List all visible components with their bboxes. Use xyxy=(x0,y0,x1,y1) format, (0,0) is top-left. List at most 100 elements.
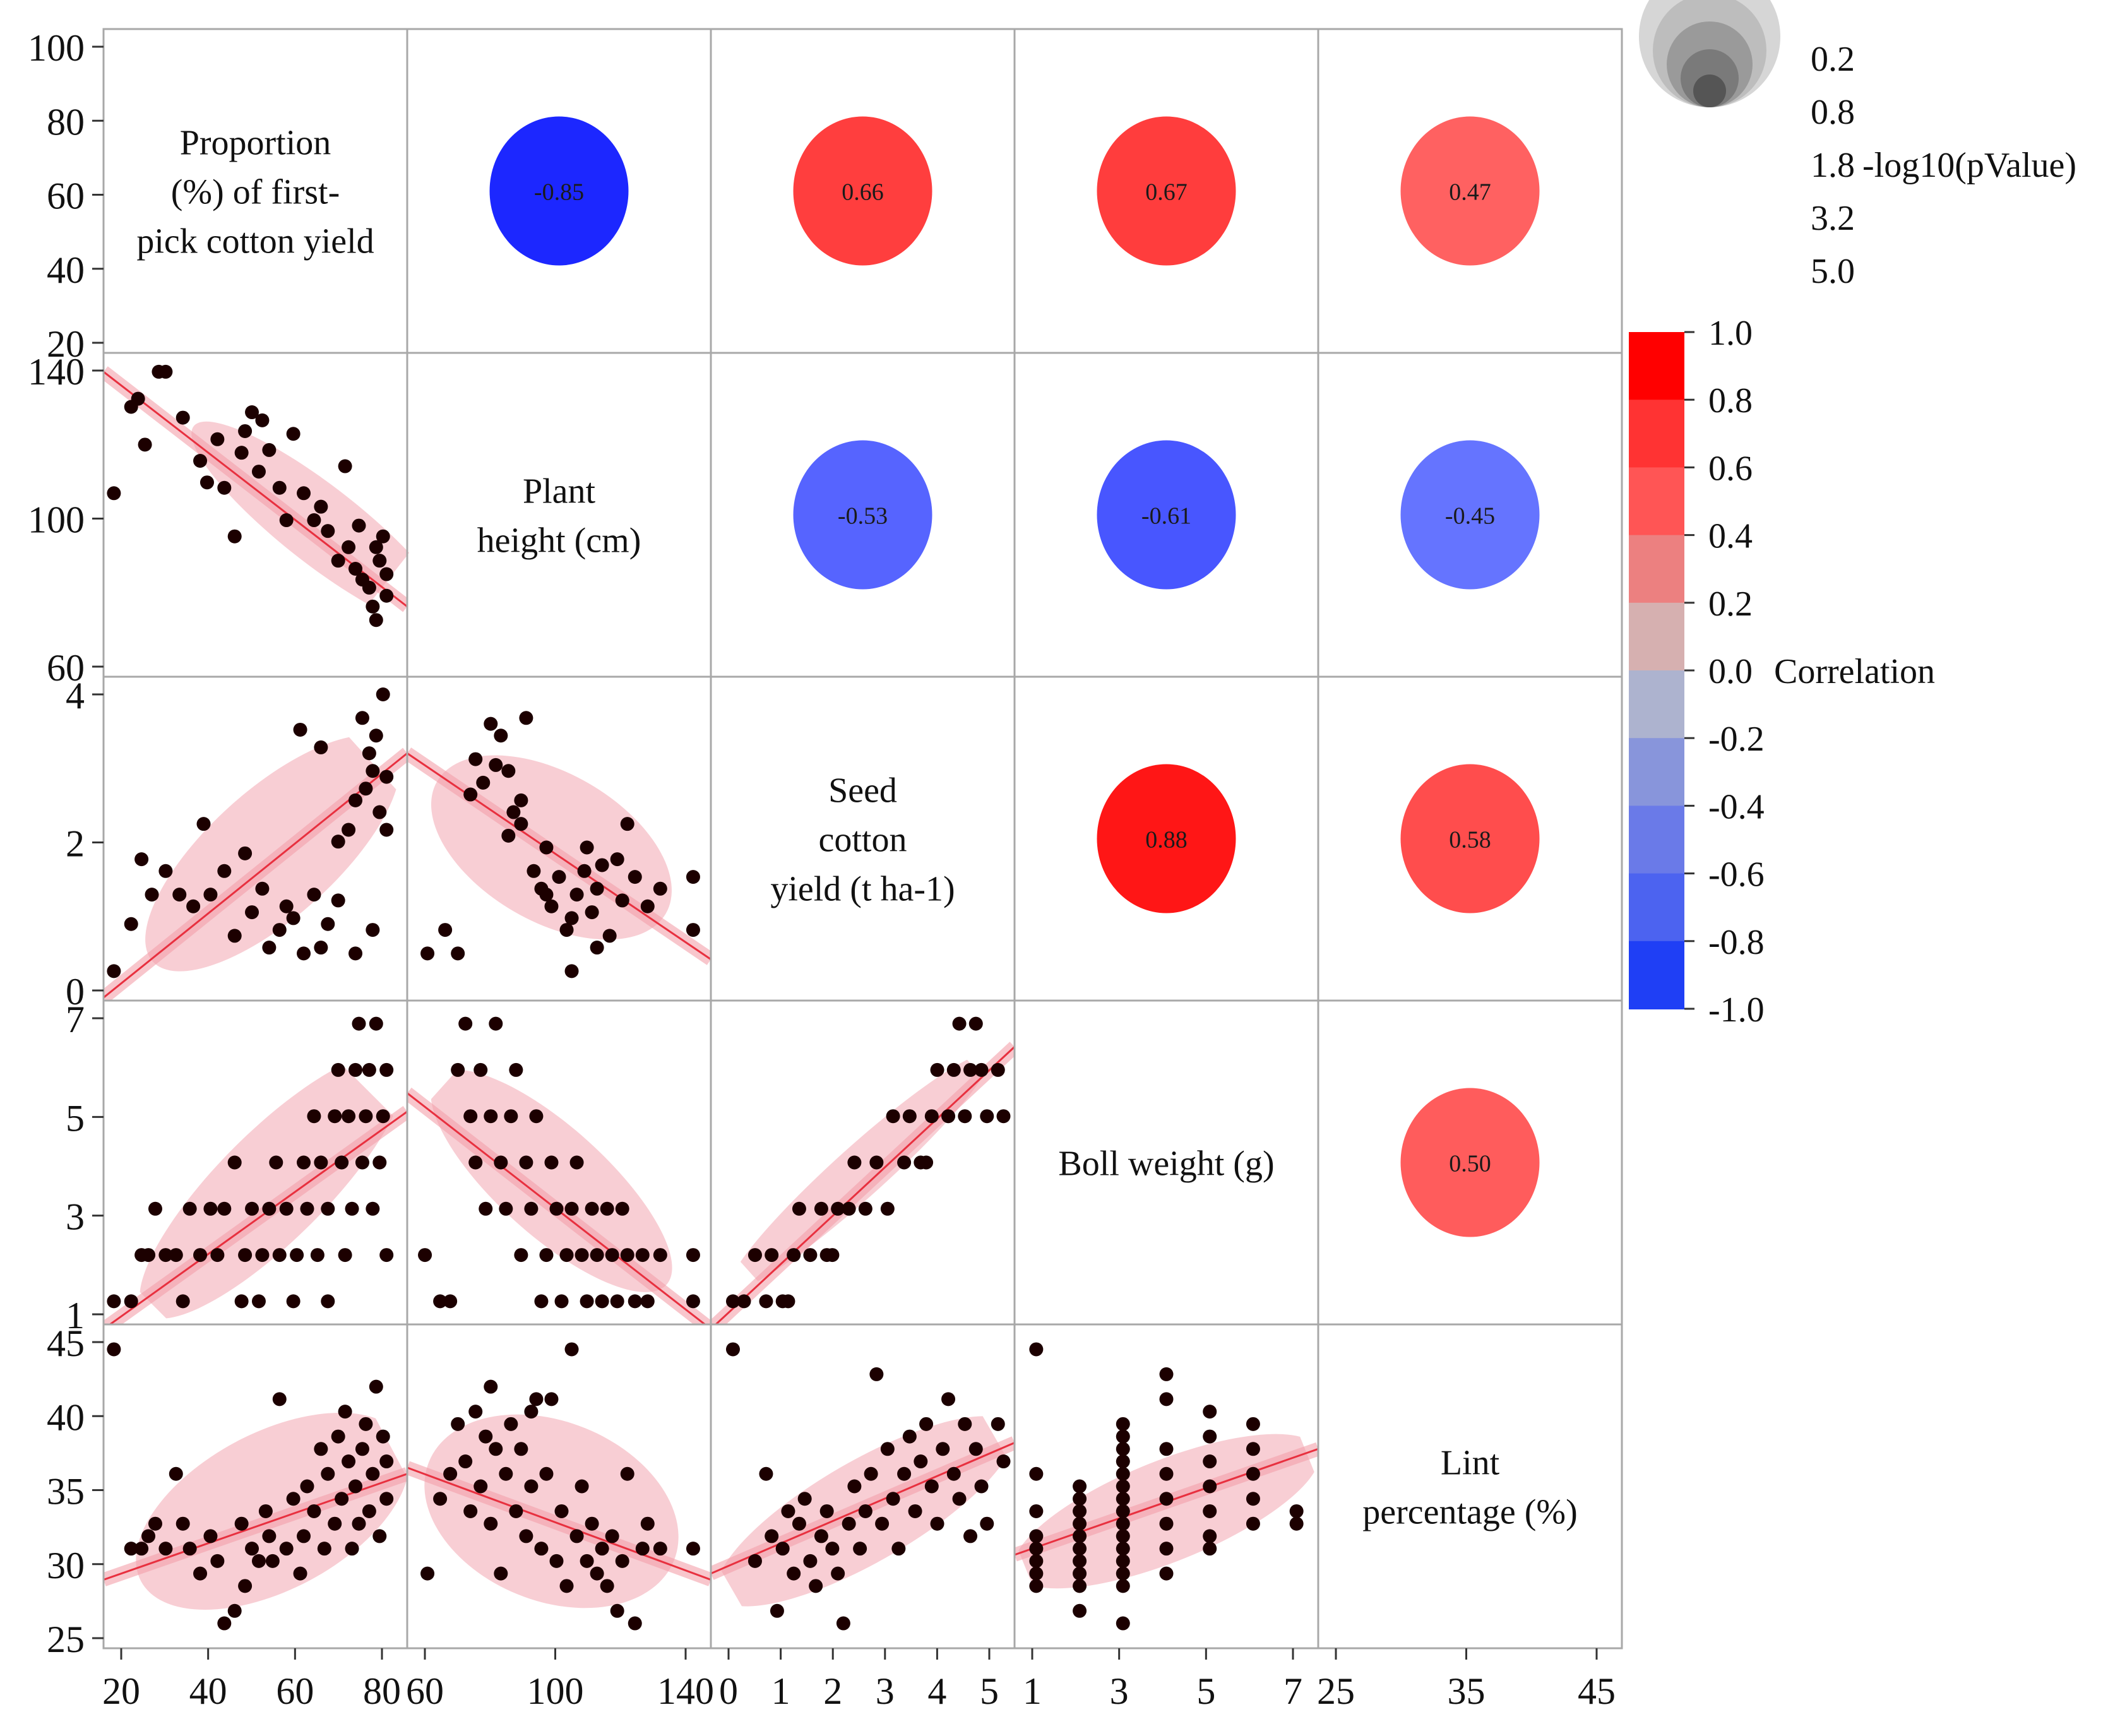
data-point xyxy=(352,1516,366,1531)
data-point xyxy=(559,1579,574,1593)
correlation-value: -0.53 xyxy=(838,503,888,530)
data-point xyxy=(1029,1529,1044,1543)
data-point xyxy=(369,540,383,554)
data-point xyxy=(234,1294,249,1309)
data-point xyxy=(1073,1579,1087,1593)
data-point xyxy=(640,1516,655,1531)
data-point xyxy=(1116,1429,1130,1444)
correlation-circle xyxy=(1400,764,1540,913)
data-point xyxy=(451,1062,465,1077)
data-point xyxy=(980,1516,994,1531)
data-point xyxy=(331,1062,345,1077)
data-point xyxy=(362,1062,376,1077)
confidence-ellipse xyxy=(424,1414,679,1608)
data-point xyxy=(831,1566,845,1581)
data-point xyxy=(338,459,352,473)
data-point xyxy=(342,540,356,554)
data-point xyxy=(886,1109,900,1124)
data-point xyxy=(930,1516,944,1531)
data-point xyxy=(1116,1554,1130,1568)
data-point xyxy=(348,946,363,961)
data-point xyxy=(369,1379,383,1394)
data-point xyxy=(610,1603,624,1618)
data-point xyxy=(362,746,376,761)
correlation-value: 0.58 xyxy=(1449,827,1491,853)
data-point xyxy=(196,817,211,831)
data-point xyxy=(321,1466,335,1481)
data-point xyxy=(297,486,311,501)
y-axis-tick-label: 100 xyxy=(28,27,85,69)
data-point xyxy=(1116,1579,1130,1593)
data-point xyxy=(369,1016,383,1031)
data-point xyxy=(952,1016,967,1031)
data-point xyxy=(348,793,363,807)
data-point xyxy=(379,770,394,784)
data-point xyxy=(653,1248,667,1263)
data-point xyxy=(1116,1442,1130,1456)
data-point xyxy=(569,1529,584,1543)
data-point xyxy=(238,1579,253,1593)
regression-line xyxy=(714,1046,1015,1324)
data-point xyxy=(539,888,554,902)
data-point xyxy=(1029,1504,1044,1518)
data-point xyxy=(272,1392,287,1406)
data-point xyxy=(372,805,387,819)
data-point xyxy=(539,1248,554,1263)
x-axis-tick-label: 20 xyxy=(102,1670,140,1712)
correlation-circle xyxy=(1400,440,1540,590)
data-point xyxy=(217,480,232,495)
data-point xyxy=(468,752,483,766)
data-point xyxy=(494,728,508,743)
data-point xyxy=(379,1492,394,1506)
correlation-legend-label: -1.0 xyxy=(1708,990,1765,1030)
data-point xyxy=(1116,1616,1130,1631)
data-point xyxy=(255,1248,270,1263)
data-point xyxy=(640,1294,655,1309)
data-point xyxy=(476,775,491,790)
correlation-legend-label: -0.6 xyxy=(1708,855,1765,895)
correlation-legend-title: Correlation xyxy=(1774,652,1935,691)
data-point xyxy=(290,1248,304,1263)
data-point xyxy=(803,1554,818,1568)
data-point xyxy=(468,1155,483,1170)
data-point xyxy=(169,1248,183,1263)
data-point xyxy=(251,1294,266,1309)
data-point xyxy=(514,793,528,807)
data-point xyxy=(564,964,579,978)
data-point xyxy=(831,1201,845,1216)
data-point xyxy=(1116,1454,1130,1469)
data-point xyxy=(352,1016,366,1031)
data-point xyxy=(494,1155,508,1170)
matrix-grid xyxy=(102,28,1623,1650)
correlation-legend-label: -0.4 xyxy=(1708,787,1765,826)
data-point xyxy=(595,1542,609,1556)
x-axis-tick-label: 140 xyxy=(657,1670,714,1712)
correlation-value: 0.88 xyxy=(1145,827,1188,853)
data-point xyxy=(585,1516,599,1531)
correlation-circle xyxy=(793,440,932,590)
data-point xyxy=(366,1201,380,1216)
x-axis-tick-label: 4 xyxy=(927,1670,946,1712)
y-axis-tick-label: 40 xyxy=(47,1396,85,1438)
data-point xyxy=(628,870,642,884)
data-point xyxy=(1029,1566,1044,1581)
data-point xyxy=(1073,1542,1087,1556)
data-point xyxy=(825,1542,840,1556)
regression-line xyxy=(407,1466,711,1581)
data-point xyxy=(372,1155,387,1170)
data-point xyxy=(438,923,453,937)
data-point xyxy=(328,1516,342,1531)
data-point xyxy=(787,1248,801,1263)
data-point xyxy=(1029,1542,1044,1556)
correlation-value: -0.61 xyxy=(1141,503,1191,530)
x-axis-tick-label: 100 xyxy=(527,1670,584,1712)
data-point xyxy=(1073,1603,1087,1618)
data-point xyxy=(605,1248,619,1263)
data-point xyxy=(963,1062,978,1077)
data-point xyxy=(134,852,149,867)
data-point xyxy=(946,1062,961,1077)
data-point xyxy=(463,787,478,802)
data-point xyxy=(262,1529,277,1543)
